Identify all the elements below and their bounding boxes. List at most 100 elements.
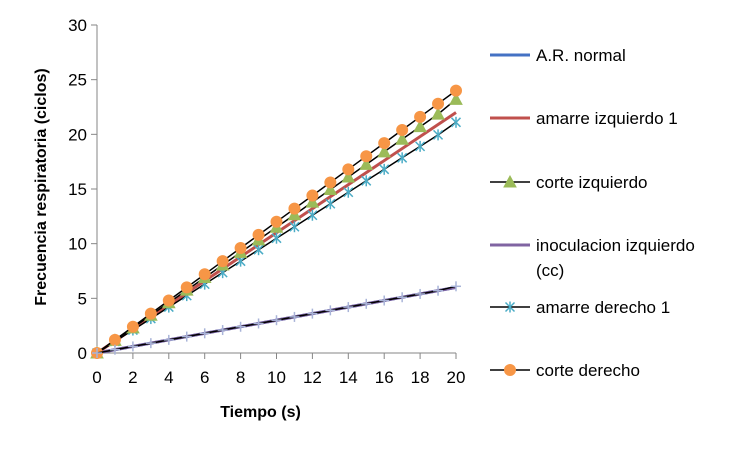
data-point	[253, 244, 264, 256]
x-axis-title: Tiempo (s)	[220, 404, 301, 421]
data-point	[92, 348, 102, 358]
x-tick-label: 8	[236, 368, 245, 387]
legend-item: inoculacion izquierdo (cc)	[490, 236, 695, 280]
x-tick-label: 20	[447, 368, 466, 387]
data-point	[109, 344, 120, 355]
x-tick-label: 2	[128, 368, 137, 387]
legend-marker	[503, 174, 517, 188]
data-point	[289, 311, 300, 322]
data-point	[163, 334, 174, 345]
data-point	[217, 325, 228, 336]
data-point	[235, 321, 246, 332]
data-point	[180, 281, 193, 294]
data-point	[433, 129, 444, 141]
legend: A.R. normal amarre izquierdo 1 corte izqui…	[490, 46, 695, 380]
data-point	[395, 132, 409, 145]
data-point	[253, 318, 264, 329]
plot-area	[90, 84, 463, 359]
data-point	[433, 285, 444, 296]
data-point	[162, 294, 175, 307]
y-tick-label: 15	[68, 180, 87, 199]
x-tick-label: 4	[164, 368, 173, 387]
data-point	[414, 110, 427, 123]
legend-item: amarre izquierdo 1	[490, 109, 678, 128]
data-point	[306, 189, 319, 202]
data-point	[361, 298, 372, 309]
data-point	[305, 195, 320, 208]
data-point	[198, 268, 211, 281]
y-tick-label: 25	[68, 71, 87, 90]
data-point	[324, 176, 337, 189]
legend-marker	[504, 301, 516, 313]
data-point	[127, 341, 138, 352]
legend-label: corte izquierdo	[536, 173, 648, 192]
data-point	[343, 186, 354, 198]
data-point	[325, 305, 336, 316]
legend-label: inoculacion izquierdo (cc)	[536, 236, 695, 280]
x-tick-label: 6	[200, 368, 209, 387]
x-tick-label: 18	[411, 368, 430, 387]
data-point	[342, 163, 355, 176]
data-point	[307, 209, 318, 221]
data-point	[271, 232, 282, 244]
data-point	[144, 307, 157, 320]
data-point	[343, 302, 354, 313]
data-point	[234, 242, 247, 255]
y-axis-title: Frecuencia respiratoria (ciclos)	[33, 68, 50, 305]
data-point	[397, 292, 408, 303]
data-point	[252, 228, 265, 241]
legend-label: A.R. normal	[536, 46, 626, 65]
legend-item: amarre derecho 1	[490, 298, 670, 317]
data-point	[396, 123, 409, 136]
data-point	[126, 320, 139, 333]
legend-label: corte derecho	[536, 361, 640, 380]
legend-marker	[504, 364, 516, 376]
data-point	[415, 140, 426, 152]
data-point	[413, 119, 427, 133]
data-point	[289, 221, 300, 233]
axes: 0 5 10 15 20 25 30 0 2 4 6 8 10 12 14 16 18 20	[68, 16, 465, 387]
y-tick-label: 30	[68, 16, 87, 35]
legend-item: corte izquierdo	[490, 173, 648, 192]
data-point	[431, 107, 445, 120]
x-tick-label: 14	[339, 368, 358, 387]
data-point	[360, 150, 373, 163]
data-point	[145, 338, 156, 349]
data-point	[181, 331, 192, 342]
data-point	[288, 202, 301, 215]
data-point	[450, 84, 462, 97]
data-point	[361, 175, 372, 187]
x-tick-label: 16	[375, 368, 394, 387]
x-tick-label: 10	[267, 368, 286, 387]
data-point	[359, 157, 374, 170]
x-tick-label: 0	[92, 368, 101, 387]
y-tick-label: 10	[68, 235, 87, 254]
data-point	[341, 169, 356, 183]
data-point	[449, 92, 463, 105]
data-point	[271, 315, 282, 326]
data-point	[270, 215, 283, 228]
data-point	[323, 182, 338, 196]
legend-label: amarre izquierdo 1	[536, 109, 678, 128]
data-point	[415, 288, 426, 299]
data-point	[108, 333, 121, 346]
data-point	[451, 281, 461, 292]
y-tick-label: 20	[68, 125, 87, 144]
data-point	[450, 116, 462, 128]
data-point	[307, 308, 318, 319]
data-point	[379, 163, 390, 175]
x-tick-label: 12	[303, 368, 322, 387]
legend-item: corte derecho	[490, 361, 640, 380]
data-point	[397, 152, 408, 164]
data-point	[216, 255, 229, 268]
data-point	[379, 295, 390, 306]
y-tick-label: 5	[78, 289, 87, 308]
data-point	[199, 328, 210, 339]
data-point	[432, 97, 445, 110]
y-tick-label: 0	[78, 344, 87, 363]
legend-item: A.R. normal	[490, 46, 626, 65]
data-point	[325, 198, 336, 210]
data-point	[377, 144, 392, 158]
legend-label: amarre derecho 1	[536, 298, 670, 317]
